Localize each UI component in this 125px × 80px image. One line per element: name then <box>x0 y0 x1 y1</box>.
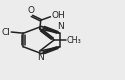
Text: O: O <box>28 6 35 15</box>
Text: N: N <box>38 53 44 62</box>
Text: CH₃: CH₃ <box>67 36 82 44</box>
Text: OH: OH <box>51 11 65 20</box>
Text: Cl: Cl <box>2 28 11 36</box>
Text: N: N <box>57 22 64 31</box>
